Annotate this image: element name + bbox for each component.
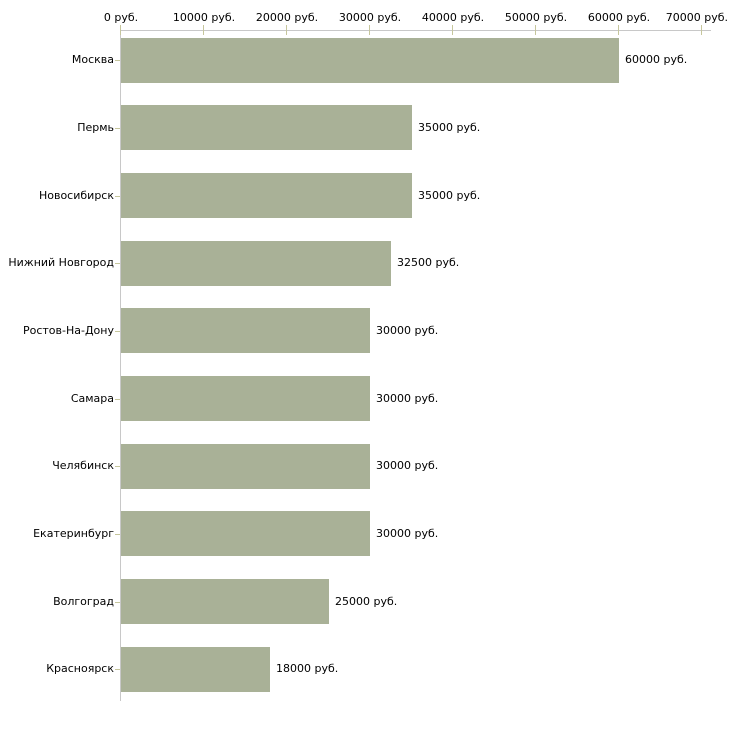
bar: [121, 511, 370, 557]
bar: [121, 646, 270, 692]
x-tick-mark: [286, 25, 287, 35]
x-tick-label: 40000 руб.: [421, 11, 485, 24]
category-label: Екатеринбург: [33, 526, 114, 540]
x-tick-mark: [618, 25, 619, 35]
x-tick-label: 30000 руб.: [338, 11, 402, 24]
bar: [121, 308, 370, 354]
x-tick-label: 70000 руб.: [665, 11, 728, 24]
category-tick-mark: [115, 669, 120, 670]
bar-value-label: 30000 руб.: [376, 526, 439, 540]
bar: [121, 579, 329, 624]
x-tick-mark: [452, 25, 453, 35]
bar-value-label: 25000 руб.: [335, 594, 398, 608]
category-label: Новосибирск: [38, 188, 114, 202]
category-label: Самара: [70, 391, 114, 405]
x-tick-label: 50000 руб.: [504, 11, 568, 24]
category-label: Ростов-На-Дону: [22, 323, 114, 337]
x-tick-mark: [701, 25, 702, 35]
x-tick-mark: [203, 25, 204, 35]
bar: [121, 37, 619, 83]
category-label: Челябинск: [52, 459, 114, 473]
bar: [121, 443, 370, 489]
bar-value-label: 18000 руб.: [276, 662, 339, 676]
x-tick-mark: [120, 25, 121, 35]
bar-value-label: 30000 руб.: [376, 323, 439, 337]
x-tick-label: 10000 руб.: [172, 11, 236, 24]
y-axis-line: [120, 30, 121, 701]
category-tick-mark: [115, 60, 120, 61]
category-tick-mark: [115, 534, 120, 535]
bar-value-label: 60000 руб.: [625, 53, 688, 67]
category-tick-mark: [115, 602, 120, 603]
category-label: Москва: [71, 53, 114, 67]
category-tick-mark: [115, 331, 120, 332]
x-tick-mark: [535, 25, 536, 35]
x-axis-line: [120, 30, 711, 31]
bar-value-label: 30000 руб.: [376, 391, 439, 405]
bar-value-label: 35000 руб.: [418, 120, 481, 134]
x-tick-label: 0 руб.: [103, 11, 139, 24]
bar-value-label: 32500 руб.: [397, 256, 460, 270]
category-tick-mark: [115, 128, 120, 129]
bar-value-label: 30000 руб.: [376, 459, 439, 473]
bar: [121, 376, 370, 422]
category-label: Волгоград: [53, 594, 114, 608]
x-tick-label: 60000 руб.: [587, 11, 651, 24]
category-label: Нижний Новгород: [8, 256, 114, 270]
x-tick-label: 20000 руб.: [255, 11, 319, 24]
bar: [121, 105, 412, 151]
bar: [121, 240, 391, 286]
category-label: Красноярск: [46, 662, 114, 676]
category-tick-mark: [115, 263, 120, 264]
bar: [121, 173, 412, 219]
category-label: Пермь: [77, 120, 114, 134]
category-tick-mark: [115, 196, 120, 197]
x-tick-mark: [369, 25, 370, 35]
category-tick-mark: [115, 399, 120, 400]
bar-value-label: 35000 руб.: [418, 188, 481, 202]
category-tick-mark: [115, 466, 120, 467]
